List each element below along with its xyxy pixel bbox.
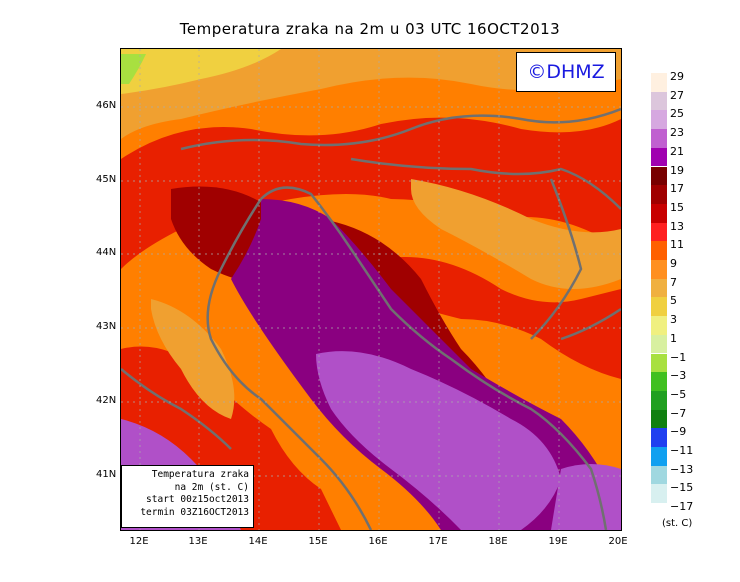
legend-label: −17 (670, 500, 694, 514)
legend-color-box (651, 484, 667, 504)
legend-color-box (651, 372, 667, 391)
legend-color-box (651, 353, 667, 373)
ionian-sea (551, 464, 621, 530)
legend-label: 27 (670, 88, 684, 102)
legend-label: −11 (670, 444, 694, 457)
lat-label: 46N (96, 100, 117, 111)
alps-cold-zone (121, 49, 281, 94)
legend-label: −7 (670, 406, 687, 420)
info-line-3: start 00z15oct2013 (146, 494, 249, 505)
border-montenegro (560, 307, 621, 341)
legend-label: 17 (670, 182, 684, 196)
legend-label: −1 (670, 350, 687, 364)
lat-label: 42N (96, 395, 117, 406)
info-line-4: termin 03Z16OCT2013 (140, 506, 249, 518)
legend-color-box (651, 278, 667, 298)
lat-label: 44N (96, 247, 117, 258)
legend-color-box (651, 73, 667, 92)
lon-label: 17E (428, 536, 448, 547)
cool-region-dinaric (411, 179, 621, 289)
warm-region-bosnia (381, 257, 621, 379)
legend-color-box (651, 203, 667, 223)
legend-label: −13 (670, 462, 694, 476)
lat-label: 43N (96, 321, 117, 332)
legend-color-box (651, 91, 667, 111)
dhmz-logo: ©DHMZ (516, 52, 616, 92)
lon-label: 18E (488, 536, 508, 547)
legend-color-box (651, 185, 667, 204)
alps-cool-zone (121, 49, 621, 139)
lon-label: 14E (248, 536, 268, 547)
legend-color-box (651, 390, 667, 410)
legend-label: −15 (670, 481, 694, 495)
legend-color-box (651, 409, 667, 429)
coastline-east (260, 186, 608, 530)
lon-label: 19E (548, 536, 568, 547)
legend-label: 25 (670, 107, 684, 121)
legend-color-box (651, 260, 667, 279)
lon-label: 13E (188, 536, 208, 547)
legend-label: 21 (670, 144, 684, 158)
legend-color-box (651, 241, 667, 260)
legend-label: 3 (670, 313, 677, 327)
legend-label: 11 (670, 238, 684, 252)
legend-color-box (651, 222, 667, 242)
lon-label: 16E (368, 536, 388, 547)
legend-color-box (651, 110, 667, 130)
legend-label: 15 (670, 200, 684, 214)
legend-label: 13 (670, 219, 684, 233)
lon-label: 15E (308, 536, 328, 547)
adriatic-open-sea (316, 351, 561, 530)
lon-label: 20E (608, 536, 628, 547)
temperature-map (120, 48, 622, 531)
legend-label: 23 (670, 126, 684, 140)
map-title: Temperatura zraka na 2m u 03 UTC 16OCT20… (179, 20, 561, 38)
legend-label: 1 (670, 331, 677, 345)
legend-color-box (651, 428, 667, 447)
border-bosnia-south (530, 178, 583, 340)
info-line-2: na 2m (st. C) (174, 481, 249, 493)
legend-label: 29 (670, 70, 684, 83)
legend-color-box (651, 147, 667, 167)
lat-lon-grid (121, 49, 621, 530)
legend-color-box (651, 297, 667, 317)
lat-label: 45N (96, 174, 117, 185)
forecast-info-box: Temperatura zraka na 2m (st. C) start 00… (121, 465, 254, 528)
color-legend (651, 73, 667, 522)
legend-color-box (651, 316, 667, 335)
legend-unit: (st. C) (662, 518, 693, 529)
legend-label: 7 (670, 275, 677, 289)
legend-color-box (651, 334, 667, 354)
info-line-1: Temperatura zraka (151, 469, 249, 480)
legend-color-box (651, 166, 667, 186)
lat-label: 41N (96, 469, 117, 480)
legend-color-box (651, 503, 667, 522)
legend-label: 9 (670, 257, 677, 270)
legend-label: 5 (670, 294, 677, 308)
legend-label: −5 (670, 387, 687, 401)
coastline-italy-west (121, 368, 232, 450)
border-croatia-bosnia (350, 157, 621, 210)
legend-color-box (651, 447, 667, 466)
cool-region-apennines (151, 299, 235, 419)
temperature-field (121, 49, 621, 530)
legend-color-box (651, 465, 667, 485)
legend-label: 19 (670, 163, 684, 177)
legend-color-box (651, 129, 667, 148)
legend-label: −9 (670, 425, 687, 439)
warm-region-north (121, 117, 621, 269)
legend-label: −3 (670, 369, 687, 383)
coastline-italy (206, 198, 373, 530)
lon-label: 12E (129, 536, 149, 547)
